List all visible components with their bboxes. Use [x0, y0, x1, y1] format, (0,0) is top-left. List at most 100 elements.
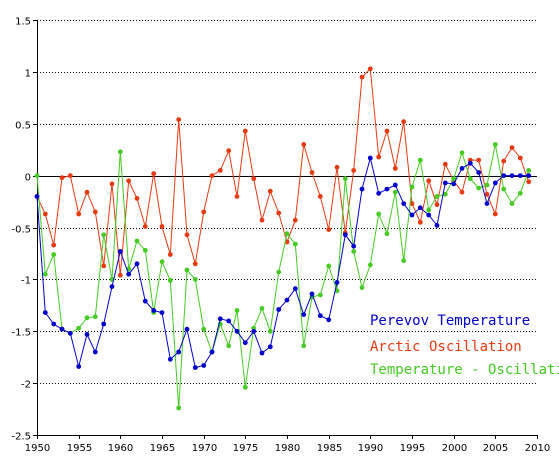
data-point — [251, 176, 257, 182]
data-point — [359, 186, 365, 192]
data-point — [176, 405, 182, 411]
data-point — [201, 326, 207, 332]
data-point — [84, 189, 90, 195]
x-tick-label: 1965 — [150, 443, 175, 454]
data-point — [201, 209, 207, 215]
data-point — [484, 191, 490, 197]
data-point — [501, 158, 507, 164]
data-point — [117, 149, 123, 155]
data-point — [326, 227, 332, 233]
data-point — [267, 328, 273, 334]
series-line — [36, 157, 529, 369]
data-point — [384, 231, 390, 237]
y-tick-label: 1 — [25, 69, 31, 80]
data-point — [342, 176, 348, 182]
data-point — [92, 314, 98, 320]
data-point — [526, 179, 532, 185]
data-point — [417, 219, 423, 225]
x-tick-label: 1980 — [275, 443, 300, 454]
gridlines — [37, 20, 537, 384]
data-point — [134, 238, 140, 244]
data-point — [59, 326, 65, 332]
x-tick-label: 1970 — [192, 443, 217, 454]
data-point — [334, 164, 340, 170]
data-point — [92, 349, 98, 355]
data-point — [526, 168, 532, 173]
data-point — [309, 291, 315, 297]
data-point — [76, 325, 82, 331]
legend: Perevov Temperature Arctic Oscillation Tem… — [370, 313, 559, 378]
legend-entry: Temperature - Oscillation — [370, 362, 559, 378]
data-point — [476, 157, 482, 163]
data-point — [142, 224, 148, 229]
data-point — [459, 189, 465, 195]
data-point — [192, 365, 198, 370]
data-point — [459, 150, 465, 156]
data-point — [442, 161, 448, 167]
data-point — [526, 173, 532, 179]
x-tick-label: 1955 — [67, 443, 92, 454]
x-tick-label: 1960 — [108, 443, 133, 454]
x-tick-label: 2000 — [442, 443, 467, 454]
x-tick-label: 1975 — [233, 443, 258, 454]
data-point — [234, 328, 240, 334]
data-point — [117, 249, 123, 254]
data-point — [392, 166, 398, 171]
data-point — [484, 182, 490, 188]
data-point — [292, 241, 298, 247]
data-point — [276, 210, 282, 216]
data-point — [109, 284, 115, 289]
data-point — [134, 261, 140, 267]
legend-entry: Arctic Oscillation — [370, 339, 522, 355]
data-point — [434, 223, 440, 228]
data-point — [242, 384, 248, 390]
data-point — [184, 267, 190, 273]
data-point — [509, 201, 515, 207]
y-tick-label: -2.5 — [11, 432, 31, 443]
data-point — [476, 185, 482, 191]
data-point — [376, 154, 382, 160]
data-point — [159, 259, 165, 265]
data-point — [76, 211, 82, 217]
data-point — [34, 173, 40, 179]
y-tick-label: -1.5 — [11, 328, 31, 339]
data-point — [409, 201, 415, 207]
data-point — [317, 292, 323, 298]
data-point — [376, 190, 382, 196]
series — [34, 66, 532, 411]
data-point — [209, 349, 215, 355]
data-point — [34, 194, 40, 199]
data-point — [226, 318, 232, 324]
data-point — [442, 180, 448, 186]
data-point — [67, 330, 73, 336]
data-point — [501, 173, 507, 179]
data-point — [242, 340, 248, 346]
data-point — [209, 173, 215, 179]
series-line — [36, 144, 530, 409]
data-point — [159, 310, 165, 315]
data-point — [359, 285, 365, 291]
data-point — [67, 173, 73, 179]
legend-entry: Perevov Temperature — [370, 313, 530, 329]
data-point — [467, 176, 473, 182]
data-point — [126, 178, 132, 184]
data-point — [334, 280, 340, 285]
data-point — [476, 170, 482, 175]
data-point — [434, 194, 440, 199]
y-tick-label: -2 — [21, 380, 31, 391]
data-point — [167, 252, 173, 257]
data-point — [426, 178, 432, 184]
data-point — [251, 328, 257, 334]
data-point — [517, 155, 523, 161]
data-point — [367, 262, 373, 268]
data-point — [242, 128, 248, 134]
data-point — [42, 310, 48, 315]
x-tick-label: 2010 — [525, 443, 550, 454]
data-point — [84, 332, 90, 337]
data-point — [109, 181, 115, 187]
data-point — [409, 212, 415, 218]
data-point — [101, 232, 107, 238]
data-point — [309, 170, 315, 175]
data-point — [259, 217, 265, 223]
